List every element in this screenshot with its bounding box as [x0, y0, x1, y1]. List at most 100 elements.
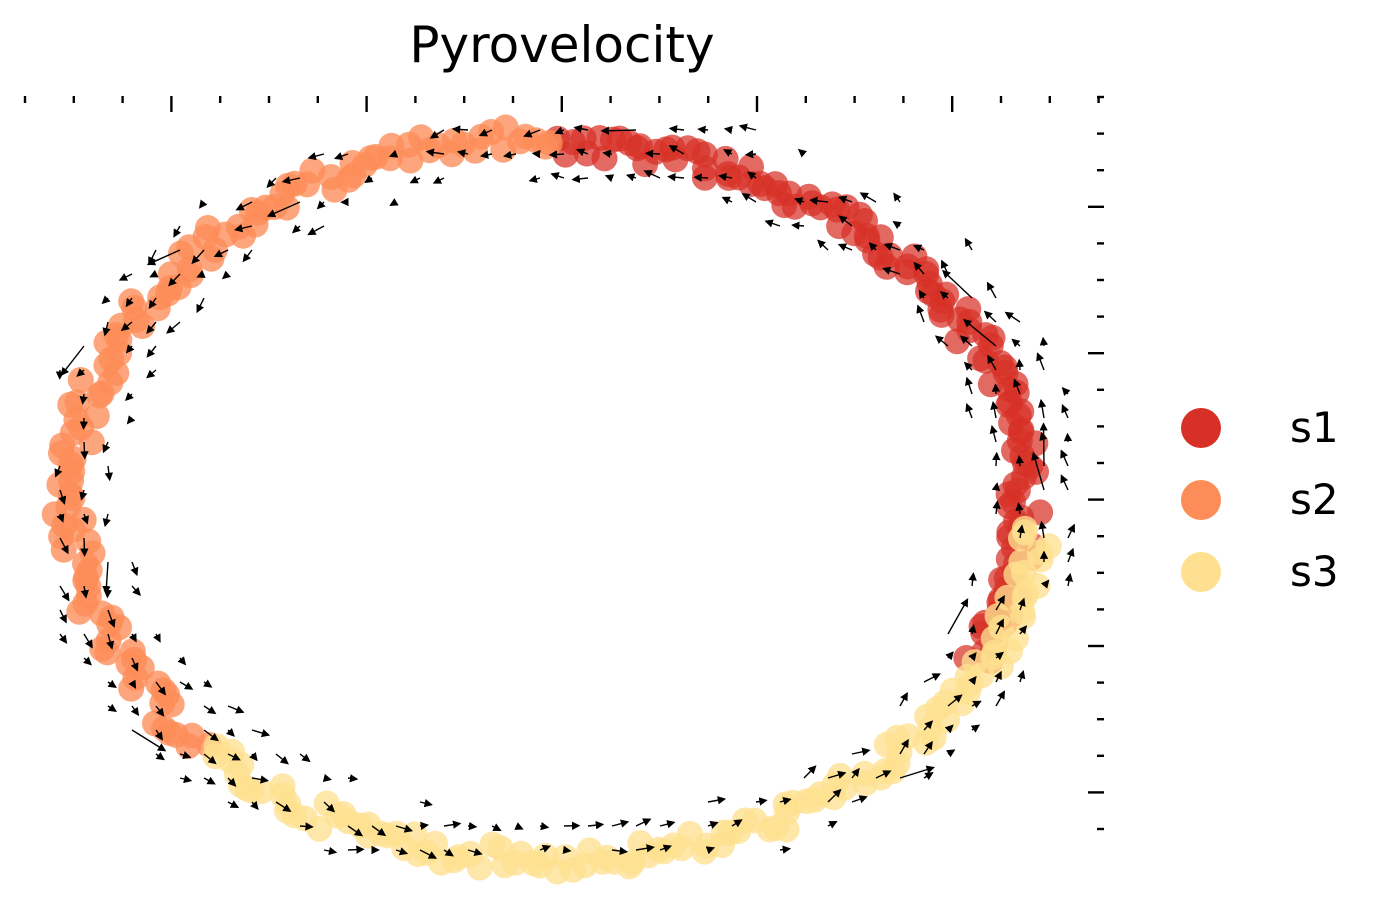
point-s2	[86, 382, 113, 409]
velocity-arrow	[155, 751, 165, 761]
velocity-arrow	[299, 822, 314, 831]
velocity-arrow	[995, 594, 1005, 611]
velocity-arrow	[965, 402, 974, 419]
velocity-arrow	[968, 675, 977, 686]
velocity-arrow	[899, 765, 935, 779]
velocity-arrow	[227, 800, 240, 808]
velocity-arrow	[991, 482, 1001, 492]
velocity-arrow	[693, 173, 709, 182]
velocity-arrow	[307, 152, 325, 161]
velocity-arrow	[741, 193, 757, 203]
velocity-arrow	[60, 345, 85, 377]
velocity-arrow	[611, 846, 629, 856]
velocity-arrow	[130, 705, 140, 717]
velocity-arrow	[723, 125, 733, 135]
velocity-arrow	[149, 269, 159, 278]
velocity-arrow	[992, 500, 1001, 515]
velocity-arrow	[923, 720, 934, 731]
velocity-arrow	[882, 266, 901, 275]
velocity-arrow	[234, 224, 253, 233]
velocity-arrow	[347, 845, 365, 854]
velocity-arrow	[58, 489, 67, 505]
velocity-arrow	[177, 656, 187, 666]
velocity-arrow	[923, 740, 933, 755]
velocity-arrow	[528, 174, 541, 183]
velocity-arrow	[539, 844, 552, 853]
velocity-arrow	[554, 126, 565, 135]
velocity-arrow	[892, 221, 902, 230]
velocity-arrow	[443, 820, 462, 829]
point-s3	[827, 762, 854, 789]
velocity-arrow	[576, 148, 589, 157]
velocity-arrow	[721, 196, 733, 205]
velocity-arrow	[316, 200, 326, 210]
velocity-arrow	[965, 376, 974, 395]
velocity-arrow	[425, 148, 445, 157]
velocity-arrow	[1018, 625, 1028, 635]
velocity-arrow	[1060, 474, 1069, 491]
velocity-arrow	[959, 335, 973, 347]
velocity-arrow	[990, 401, 999, 419]
velocity-arrow	[227, 705, 245, 714]
velocity-arrow	[323, 846, 338, 856]
velocity-arrow	[747, 171, 757, 180]
velocity-arrow	[251, 729, 271, 738]
velocity-arrow	[125, 392, 134, 401]
velocity-arrow	[1064, 572, 1074, 587]
velocity-arrow	[104, 465, 114, 482]
velocity-arrow	[659, 844, 673, 853]
velocity-arrow	[625, 173, 637, 182]
legend-label-s2: s2	[1290, 475, 1339, 524]
velocity-arrow	[307, 225, 325, 236]
velocity-arrow	[419, 799, 433, 808]
velocity-arrow	[196, 297, 205, 314]
velocity-arrow	[347, 774, 359, 783]
velocity-arrow	[443, 848, 454, 857]
velocity-arrow	[389, 198, 399, 207]
velocity-arrow	[837, 243, 853, 252]
velocity-arrow	[155, 705, 165, 717]
velocity-arrow	[249, 752, 258, 762]
velocity-arrow	[173, 225, 182, 238]
velocity-arrow	[899, 738, 909, 755]
velocity-arrow	[131, 585, 141, 597]
velocity-arrow	[635, 818, 652, 827]
velocity-arrow	[659, 820, 676, 829]
velocity-arrow	[883, 242, 901, 251]
velocity-arrow	[322, 773, 332, 783]
velocity-arrow	[125, 344, 135, 354]
point-s3	[248, 778, 275, 805]
velocity-arrow	[126, 415, 136, 425]
velocity-arrow	[275, 753, 289, 765]
velocity-arrow	[1015, 455, 1024, 467]
velocity-arrow	[146, 345, 157, 358]
velocity-arrow	[451, 125, 469, 134]
velocity-arrow	[667, 173, 685, 182]
velocity-arrow	[467, 821, 478, 831]
right-tick-marks	[1088, 95, 1104, 831]
velocity-arrow	[827, 770, 847, 779]
velocity-arrow	[198, 199, 208, 209]
velocity-arrow	[779, 797, 792, 806]
legend-marker-s3	[1181, 552, 1221, 592]
velocity-arrow	[1038, 520, 1047, 539]
velocity-arrow	[291, 224, 302, 234]
velocity-arrow	[571, 174, 589, 184]
velocity-arrow	[153, 633, 161, 643]
velocity-arrow	[1060, 449, 1069, 467]
velocity-arrow	[395, 847, 409, 856]
velocity-arrow	[995, 690, 1005, 707]
velocity-arrow	[1011, 338, 1021, 348]
velocity-arrow	[388, 149, 399, 158]
velocity-arrow	[738, 123, 757, 132]
velocity-arrow	[912, 244, 925, 253]
velocity-arrow	[994, 651, 1005, 661]
velocity-arrow	[991, 383, 1001, 395]
velocity-arrow	[964, 237, 973, 251]
velocity-arrows	[54, 123, 1076, 859]
velocity-arrow	[1039, 336, 1049, 347]
velocity-arrow	[718, 172, 733, 182]
velocity-arrow	[827, 788, 842, 803]
velocity-arrow	[934, 335, 949, 347]
velocity-arrow	[923, 772, 934, 781]
